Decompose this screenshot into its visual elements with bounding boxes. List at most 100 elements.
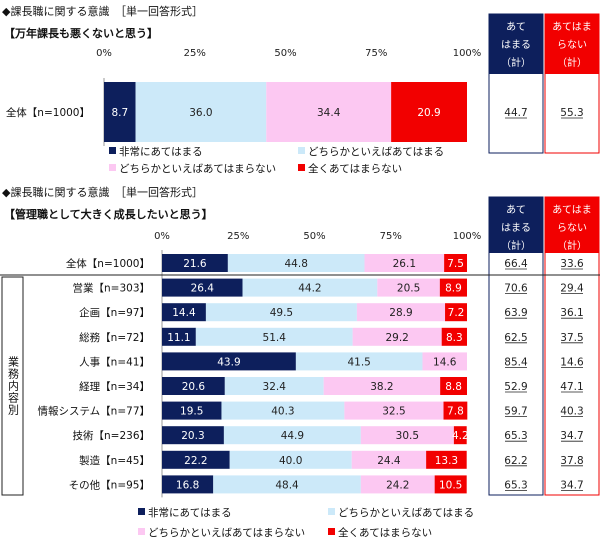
bar-segment: [364, 254, 445, 272]
summary-header: あてはまる（計）: [501, 21, 531, 69]
data-label: 48.4: [275, 479, 299, 491]
bar-segment: [221, 401, 345, 420]
summary-header: あてはまる（計）: [501, 204, 531, 252]
summary-header: あてはまらない（計）: [552, 204, 592, 252]
bar-segment: [227, 254, 365, 272]
data-label: 8.7: [111, 107, 128, 119]
bar-segment: [444, 254, 467, 272]
data-label: 16.8: [176, 479, 199, 491]
bar-segment: [162, 426, 224, 445]
bar-segment: [162, 303, 206, 322]
category-label: 全体【n=1000】: [6, 106, 90, 119]
bar-segment: [104, 82, 136, 142]
data-label: 8.9: [445, 283, 462, 295]
data-label: 28.9: [389, 307, 412, 319]
bar-segment: [205, 303, 357, 322]
tick-label: 0%: [96, 48, 112, 59]
legend-label: どちらかといえばあてはまる: [338, 507, 474, 519]
data-label: 20.6: [182, 381, 206, 393]
data-label: 26.4: [191, 283, 215, 295]
data-label: 24.4: [377, 455, 401, 467]
bar-segment: [360, 426, 454, 445]
bar-segment: [356, 303, 446, 322]
summary-value: 34.7: [560, 430, 583, 442]
data-label: 44.9: [281, 430, 304, 442]
category-label: 経理【n=34】: [79, 380, 150, 393]
bar-segment: [426, 450, 467, 469]
bar-segment: [443, 401, 468, 420]
data-label: 20.5: [397, 283, 420, 295]
legend-swatch: [109, 147, 116, 154]
legend-label: 非常にあてはまる: [119, 145, 203, 158]
data-label: 30.5: [396, 430, 419, 442]
bar-segment: [224, 377, 324, 395]
legend-swatch: [138, 528, 145, 535]
bar-segment: [360, 475, 435, 494]
bar-segment: [162, 450, 230, 469]
bar-segment: [195, 327, 353, 346]
data-label: 44.8: [285, 258, 308, 270]
bar-segment: [162, 475, 214, 494]
summary-value: 55.3: [560, 107, 583, 119]
summary-value: 37.5: [560, 332, 583, 344]
legend-swatch: [328, 528, 335, 535]
summary-value: 52.9: [504, 381, 527, 393]
data-label: 11.1: [167, 332, 190, 344]
data-label: 8.8: [445, 381, 462, 393]
chart-1: ◆課長職に関する意識 ［単一回答形式］ 【万年課長も悪くないと思う】 0% 25% 50…: [2, 4, 600, 175]
data-label: 40.0: [279, 455, 302, 467]
data-label: 7.8: [447, 406, 464, 418]
tick-label: 75%: [365, 48, 387, 59]
bar-segment: [229, 450, 352, 469]
tick-label: 50%: [274, 48, 296, 59]
bar-segment: [445, 303, 467, 322]
data-label: 24.2: [386, 479, 409, 491]
chart-title: 【管理職として大きく成長したいと思う】: [4, 207, 213, 221]
bar-segment: [223, 426, 361, 445]
summary-value: 65.3: [504, 430, 527, 442]
data-label: 19.5: [180, 406, 203, 418]
category-label: 企画【n=97】: [79, 306, 150, 319]
bar-segment: [441, 327, 467, 346]
summary-value: 14.6: [560, 356, 584, 368]
group-box: [1, 276, 24, 496]
legend-swatch: [109, 164, 116, 171]
category-label: 営業【n=303】: [73, 282, 151, 295]
bar-segment: [162, 377, 225, 395]
data-label: 21.6: [183, 258, 207, 270]
tick-label: 100%: [453, 231, 482, 242]
bar-segment: [213, 475, 361, 494]
summary-header-bg: [489, 197, 543, 253]
bar-segment: [352, 327, 442, 346]
bar-segment: [162, 327, 196, 346]
summary-value: 63.9: [504, 307, 527, 319]
summary-value: 34.7: [560, 479, 583, 491]
tick-label: 25%: [227, 231, 249, 242]
data-label: 14.6: [433, 356, 457, 368]
legend-swatch: [328, 508, 335, 515]
legend-swatch: [298, 147, 305, 154]
bar-segment: [439, 278, 467, 297]
summary-value: 40.3: [560, 406, 583, 418]
data-label: 20.9: [417, 107, 440, 119]
bar-segment: [344, 401, 444, 420]
tick-label: 100%: [453, 48, 482, 59]
data-label: 22.2: [184, 455, 207, 467]
summary-header-bg: [489, 14, 543, 74]
legend-label: 全くあてはまらない: [308, 162, 402, 175]
category-label: 人事【n=41】: [79, 355, 150, 368]
tick-label: 25%: [184, 48, 206, 59]
bar-segment: [162, 254, 228, 272]
data-label: 43.9: [217, 356, 240, 368]
data-label: 38.2: [370, 381, 393, 393]
legend-label: 全くあてはまらない: [338, 526, 432, 539]
data-label: 20.3: [181, 430, 204, 442]
bar-segment: [242, 278, 378, 297]
summary-value: 70.6: [504, 283, 528, 295]
summary-value: 66.4: [504, 258, 528, 270]
summary-value: 29.4: [560, 283, 584, 295]
legend-swatch: [298, 164, 305, 171]
tick-label: 0%: [154, 231, 170, 242]
bar-segment: [440, 377, 467, 395]
category-label: 情報システム【n=77】: [38, 405, 151, 418]
